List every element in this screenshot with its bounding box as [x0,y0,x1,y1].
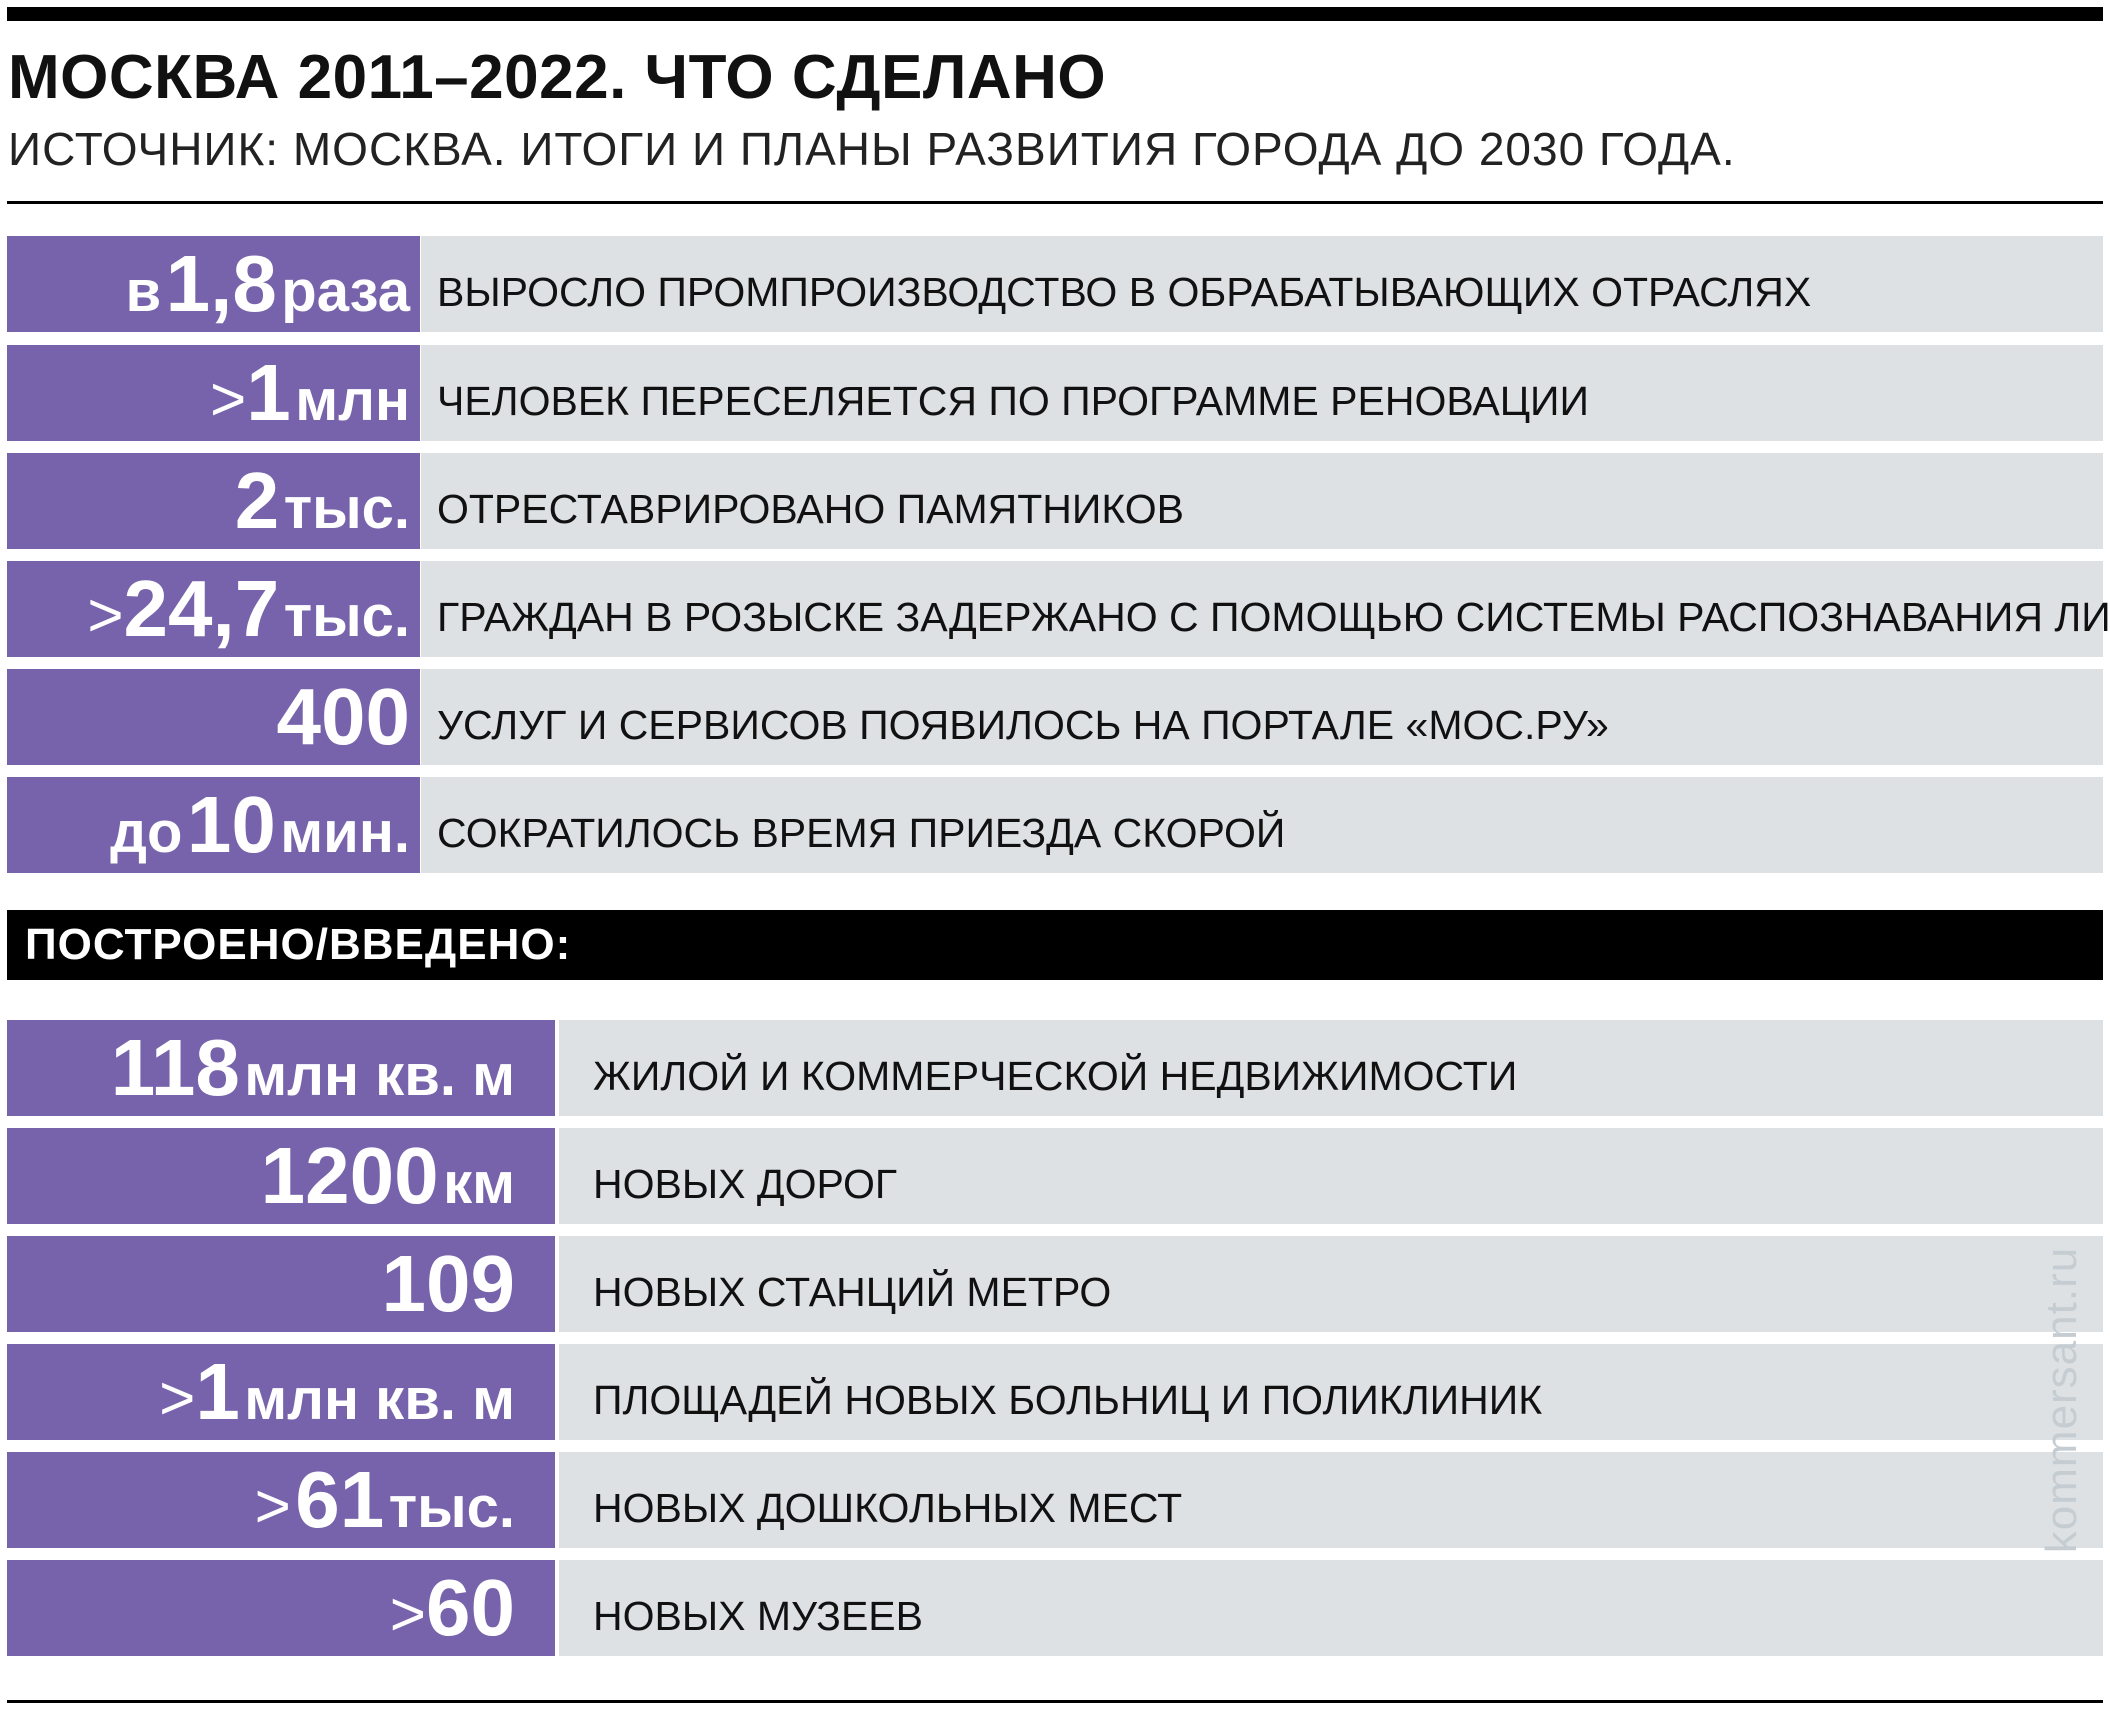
stat-value: >1 млн [7,345,420,441]
stat-label: ГРАЖДАН В РОЗЫСКЕ ЗАДЕРЖАНО С ПОМОЩЬЮ СИ… [421,561,2110,657]
built-label: ПЛОЩАДЕЙ НОВЫХ БОЛЬНИЦ И ПОЛИКЛИНИК [559,1344,2103,1440]
built-label: ЖИЛОЙ И КОММЕРЧЕСКОЙ НЕДВИЖИМОСТИ [559,1020,2103,1116]
built-value: > 61 тыс. [7,1452,555,1548]
stat-row: в 1,8 раза ВЫРОСЛО ПРОМПРОИЗВОДСТВО В ОБ… [7,236,2103,332]
stat-label: ОТРЕСТАВРИРОВАНО ПАМЯТНИКОВ [421,453,2103,549]
stat-value: 400 [7,669,420,765]
built-value: >60 [7,1560,555,1656]
built-row: > 61 тыс. НОВЫХ ДОШКОЛЬНЫХ МЕСТ [7,1452,2103,1548]
stat-value: до 10 мин. [7,777,420,873]
built-value: 109 [7,1236,555,1332]
built-value: 1200 км [7,1128,555,1224]
stat-value: >24,7 тыс. [7,561,420,657]
section-title: ПОСТРОЕНО/ВВЕДЕНО: [25,920,572,969]
built-row: 118 млн кв. м ЖИЛОЙ И КОММЕРЧЕСКОЙ НЕДВИ… [7,1020,2103,1116]
stat-row: 2 тыс. ОТРЕСТАВРИРОВАНО ПАМЯТНИКОВ [7,453,2103,549]
stat-row: >24,7 тыс. ГРАЖДАН В РОЗЫСКЕ ЗАДЕРЖАНО С… [7,561,2110,657]
built-row: >1 млн кв. м ПЛОЩАДЕЙ НОВЫХ БОЛЬНИЦ И ПО… [7,1344,2103,1440]
built-label: НОВЫХ СТАНЦИЙ МЕТРО [559,1236,2103,1332]
built-row: 1200 км НОВЫХ ДОРОГ [7,1128,2103,1224]
built-label: НОВЫХ ДОРОГ [559,1128,2103,1224]
top-rule [7,7,2103,21]
stat-value: 2 тыс. [7,453,420,549]
source-line: ИСТОЧНИК: МОСКВА. ИТОГИ И ПЛАНЫ РАЗВИТИЯ… [8,123,1736,175]
built-row: 109 НОВЫХ СТАНЦИЙ МЕТРО [7,1236,2103,1332]
built-row: >60 НОВЫХ МУЗЕЕВ [7,1560,2103,1656]
stat-row: >1 млн ЧЕЛОВЕК ПЕРЕСЕЛЯЕТСЯ ПО ПРОГРАММЕ… [7,345,2103,441]
built-label: НОВЫХ МУЗЕЕВ [559,1560,2103,1656]
stat-value: в 1,8 раза [7,236,420,332]
watermark: kommersant.ru [2037,1246,2086,1554]
built-value: 118 млн кв. м [7,1020,555,1116]
stat-label: ВЫРОСЛО ПРОМПРОИЗВОДСТВО В ОБРАБАТЫВАЮЩИ… [421,236,2103,332]
stat-row: 400 УСЛУГ И СЕРВИСОВ ПОЯВИЛОСЬ НА ПОРТАЛ… [7,669,2103,765]
built-value: >1 млн кв. м [7,1344,555,1440]
stat-label: УСЛУГ И СЕРВИСОВ ПОЯВИЛОСЬ НА ПОРТАЛЕ «М… [421,669,2103,765]
page-title: МОСКВА 2011–2022. ЧТО СДЕЛАНО [8,43,1107,112]
header-divider [7,201,2103,204]
stat-label: ЧЕЛОВЕК ПЕРЕСЕЛЯЕТСЯ ПО ПРОГРАММЕ РЕНОВА… [421,345,2103,441]
section-header: ПОСТРОЕНО/ВВЕДЕНО: [7,910,2103,980]
stat-label: СОКРАТИЛОСЬ ВРЕМЯ ПРИЕЗДА СКОРОЙ [421,777,2103,873]
built-label: НОВЫХ ДОШКОЛЬНЫХ МЕСТ [559,1452,2103,1548]
bottom-rule [7,1700,2103,1703]
stat-row: до 10 мин. СОКРАТИЛОСЬ ВРЕМЯ ПРИЕЗДА СКО… [7,777,2103,873]
